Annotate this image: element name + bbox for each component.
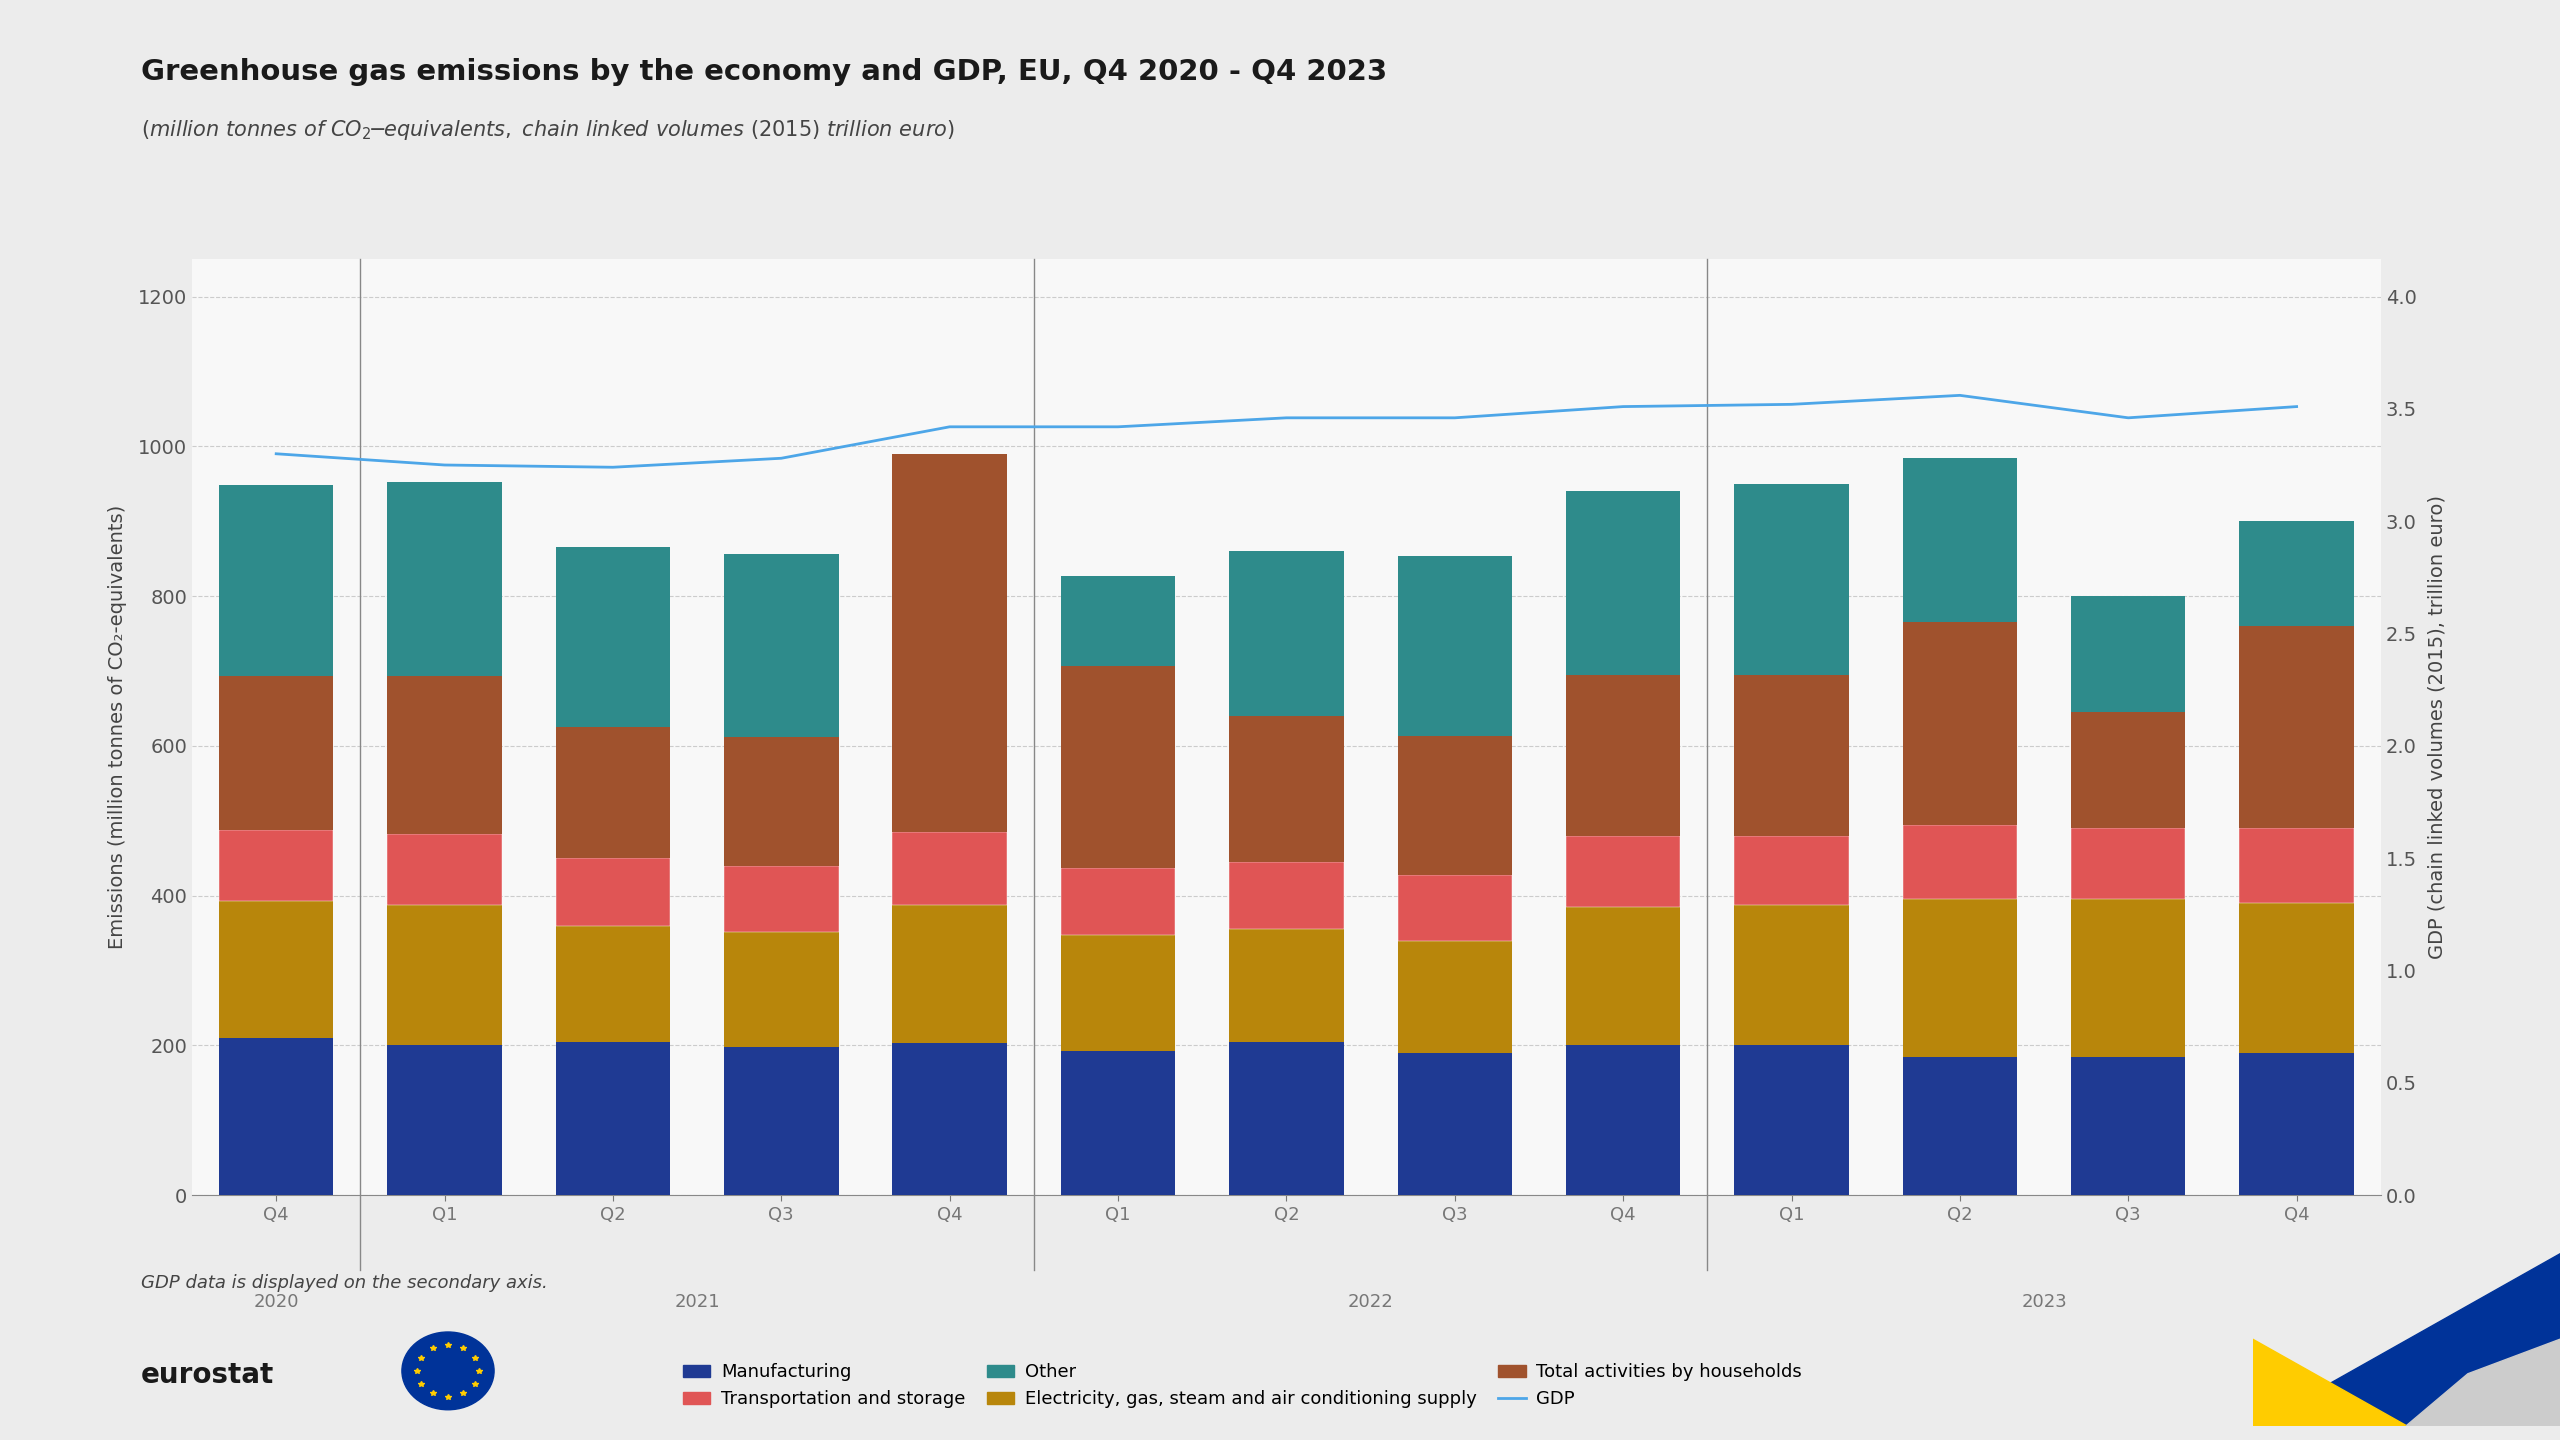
Bar [1398, 940, 1513, 1053]
Bar [893, 904, 1006, 1043]
Bar [556, 1041, 671, 1195]
Bar [1733, 904, 1848, 1045]
Bar [724, 737, 840, 867]
Y-axis label: Emissions (million tonnes of CO₂-equivalents): Emissions (million tonnes of CO₂-equival… [108, 505, 128, 949]
Bar [1060, 936, 1175, 1051]
Polygon shape [2406, 1339, 2560, 1426]
Bar [1229, 1041, 1344, 1195]
Text: 2023: 2023 [2022, 1293, 2066, 1310]
Bar [556, 547, 671, 727]
Bar [387, 834, 502, 904]
Bar [387, 1045, 502, 1195]
Bar [724, 932, 840, 1047]
Bar [220, 901, 333, 1038]
Bar [2240, 828, 2353, 903]
Bar [724, 1047, 840, 1195]
Bar [2240, 1053, 2353, 1195]
Text: $(million\ tonnes\ of\ CO_2\!\!-\!\!equivalents,\ chain\ linked\ volumes\ (2015): $(million\ tonnes\ of\ CO_2\!\!-\!\!equi… [141, 118, 955, 141]
Bar [2240, 903, 2353, 1053]
Bar [893, 454, 1006, 832]
Polygon shape [2253, 1339, 2406, 1426]
Bar [1567, 835, 1679, 907]
Bar [1567, 491, 1679, 675]
Bar [893, 1043, 1006, 1195]
Bar [1398, 556, 1513, 736]
Bar [1733, 675, 1848, 835]
Bar [1567, 1045, 1679, 1195]
Bar [724, 554, 840, 737]
Bar [1567, 675, 1679, 835]
Legend: Manufacturing, Transportation and storage, Other, Electricity, gas, steam and ai: Manufacturing, Transportation and storag… [684, 1364, 1802, 1408]
Bar [220, 1038, 333, 1195]
Bar [387, 677, 502, 834]
Text: 2021: 2021 [673, 1293, 719, 1310]
Bar [1733, 835, 1848, 904]
Bar [724, 867, 840, 932]
Y-axis label: GDP (chain linked volumes (2015), trillion euro): GDP (chain linked volumes (2015), trilli… [2427, 495, 2447, 959]
Text: eurostat: eurostat [141, 1361, 274, 1388]
Bar [1902, 1057, 2017, 1195]
Bar [556, 926, 671, 1041]
Polygon shape [2253, 1253, 2560, 1426]
Bar [1902, 458, 2017, 622]
Bar [2071, 596, 2186, 713]
Bar [1229, 716, 1344, 863]
Bar [220, 485, 333, 677]
Bar [1229, 929, 1344, 1041]
Bar [1733, 1045, 1848, 1195]
Bar [1398, 874, 1513, 940]
Bar [1902, 825, 2017, 900]
Bar [2071, 828, 2186, 900]
Bar [1229, 552, 1344, 716]
Bar [1902, 900, 2017, 1057]
Bar [1229, 863, 1344, 929]
Bar [1398, 1053, 1513, 1195]
Bar [2240, 626, 2353, 828]
Bar [387, 481, 502, 677]
Bar [1902, 622, 2017, 825]
Bar [1060, 665, 1175, 868]
Bar [1060, 576, 1175, 665]
Bar [893, 832, 1006, 904]
Bar [220, 829, 333, 901]
Bar [1733, 484, 1848, 675]
Bar [556, 727, 671, 858]
Bar [2240, 521, 2353, 626]
Bar [2071, 900, 2186, 1057]
Bar [220, 677, 333, 829]
Text: 2020: 2020 [253, 1293, 300, 1310]
Bar [1567, 907, 1679, 1045]
Bar [556, 858, 671, 926]
Text: 2022: 2022 [1347, 1293, 1393, 1310]
Bar [1060, 1051, 1175, 1195]
Bar [1060, 868, 1175, 936]
Text: Greenhouse gas emissions by the economy and GDP, EU, Q4 2020 - Q4 2023: Greenhouse gas emissions by the economy … [141, 58, 1388, 85]
Bar [1398, 736, 1513, 874]
Bar [387, 904, 502, 1045]
Circle shape [402, 1332, 494, 1410]
Bar [2071, 713, 2186, 828]
Bar [2071, 1057, 2186, 1195]
Text: GDP data is displayed on the secondary axis.: GDP data is displayed on the secondary a… [141, 1274, 548, 1293]
